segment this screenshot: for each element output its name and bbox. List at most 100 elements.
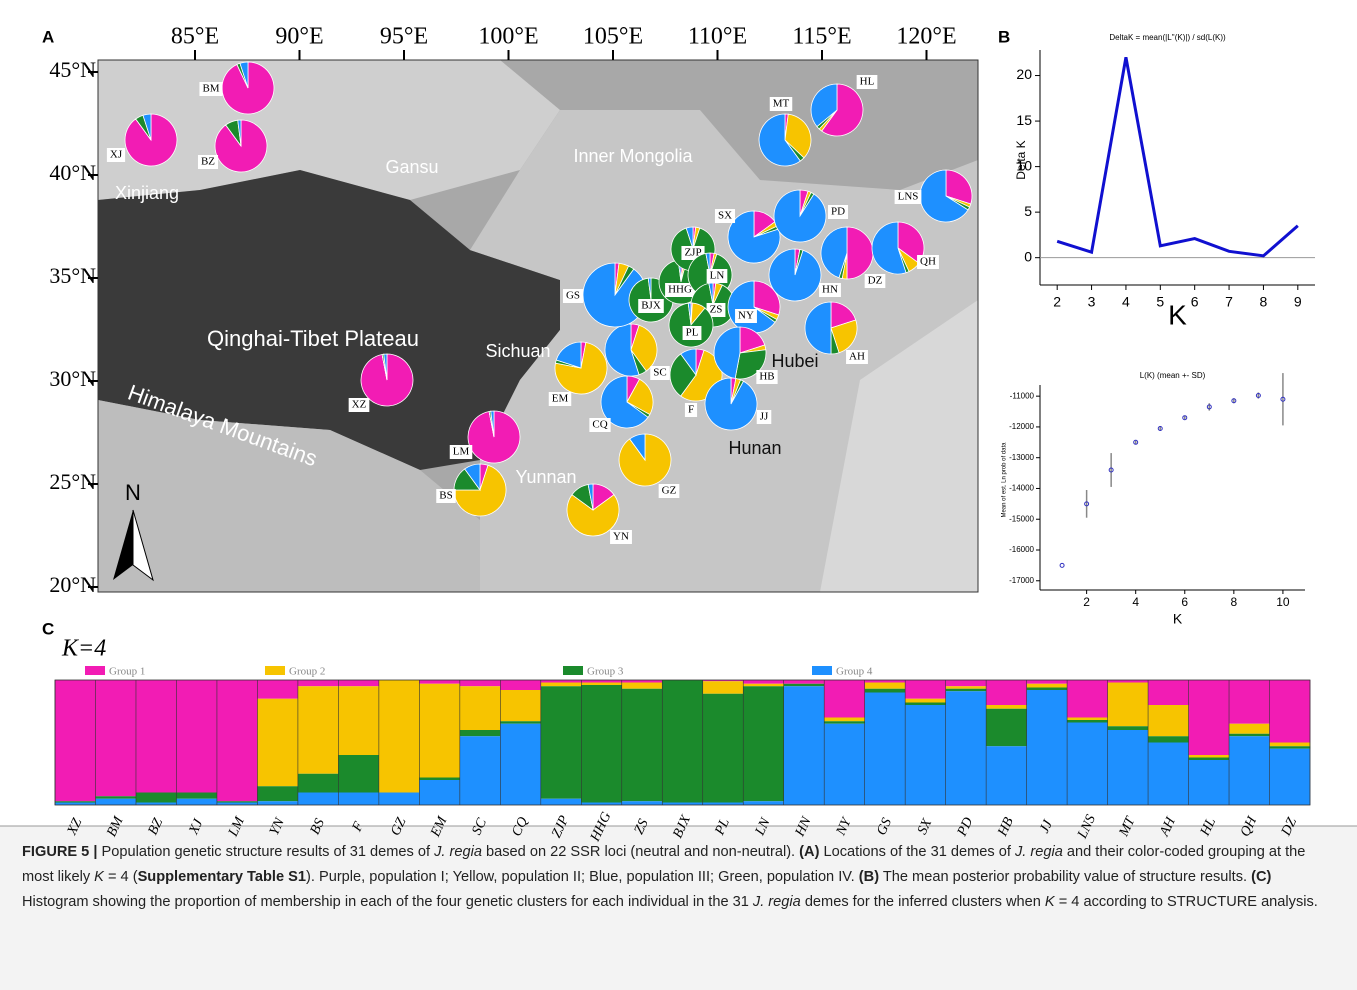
membership-bar [1148,705,1189,736]
membership-bar [622,683,663,689]
caption-text: = 4 ( [104,869,138,885]
membership-bar [743,801,784,805]
membership-bar [1270,749,1311,805]
membership-bar [1229,680,1270,724]
mean-point [1060,563,1064,567]
pie-label: HHG [668,284,692,296]
membership-bar [986,680,1027,705]
membership-bar [1189,755,1230,758]
membership-bar [1229,734,1270,737]
x-tick-label: 2 [1083,595,1090,609]
x-tick-label: 4 [1122,294,1130,310]
membership-bar [460,680,501,686]
region-label: Hubei [771,351,818,371]
membership-bar [743,684,784,687]
membership-bar [986,709,1027,747]
pie-label: BJX [641,300,661,312]
membership-bar [1067,680,1108,718]
pie-label: BM [202,83,219,95]
pie-label: PL [686,327,699,339]
membership-bar [703,681,744,694]
latitude-label: 35°N [49,263,96,288]
pie-label: EM [552,393,569,405]
caption-text: Population genetic structure results of … [97,844,434,860]
pie-label: HL [860,76,875,88]
membership-bar [1067,723,1108,806]
x-tick-label: 2 [1053,294,1061,310]
membership-bar [905,680,946,699]
membership-bar [1189,758,1230,761]
membership-bar [95,796,136,799]
membership-bar [1027,680,1068,684]
legend-label: Group 2 [289,666,325,678]
y-tick-label: -16000 [1009,545,1034,554]
x-tick-label: 9 [1294,294,1302,310]
caption: FIGURE 5 | Population genetic structure … [22,840,1337,915]
caption-text: Supplementary Table S1 [138,869,306,885]
region-label: Sichuan [485,341,550,361]
membership-bar [176,680,217,793]
membership-bar [581,683,622,686]
y-tick-label: -12000 [1009,422,1034,431]
membership-bar [1108,730,1149,805]
membership-bar [257,786,298,801]
region-label: Gansu [385,157,438,177]
pie-label: HN [822,284,838,296]
y-tick-label: -14000 [1009,484,1034,493]
x-tick-label: 4 [1132,595,1139,609]
pie-label: SX [718,210,732,222]
membership-bar [298,793,339,806]
membership-bar [298,680,339,686]
membership-bar [500,724,541,805]
caption-text: ). Purple, population I; Yellow, populat… [306,869,859,885]
pie-label: LN [710,270,725,282]
membership-bar [419,780,460,805]
north-label: N [125,480,141,505]
pie-label: QH [920,256,936,268]
membership-bar [986,705,1027,709]
membership-bar [217,680,258,801]
y-tick-label: -11000 [1010,391,1035,400]
membership-bar [338,755,379,793]
y-axis-label: Mean of est. Ln prob of data [1002,442,1008,518]
membership-bar [784,686,825,805]
caption-text: (A) [799,844,819,860]
x-tick-label: 3 [1088,294,1096,310]
region-label: Inner Mongolia [573,146,693,166]
membership-bar [703,694,744,803]
y-tick-label: -15000 [1009,514,1034,523]
membership-bar [1067,718,1108,721]
region-label: Xinjiang [115,183,179,203]
longitude-label: 85°E [171,24,219,50]
latitude-label: 40°N [49,160,96,185]
pie-label: GZ [662,485,677,497]
y-tick-label: 5 [1024,203,1032,219]
longitude-label: 100°E [478,24,538,50]
x-tick-label: 8 [1260,294,1268,310]
membership-bar [298,774,339,793]
pie-slice [769,249,821,301]
membership-bar [338,680,379,686]
membership-bar [500,721,541,724]
chart-title: DeltaK = mean(|L''(K)|) / sd(L(K)) [1109,33,1226,42]
membership-bar [95,680,136,796]
delta-k-line [1057,57,1298,256]
membership-bar [1067,720,1108,723]
longitude-label: 95°E [380,24,428,50]
membership-bar [1148,680,1189,705]
pie-label: LM [453,446,470,458]
caption-text: Histogram showing the proportion of memb… [22,894,753,910]
legend-swatch [265,666,285,675]
membership-bar [1108,726,1149,730]
membership-bar [784,684,825,687]
membership-bar [824,721,865,724]
membership-bar [541,799,582,805]
pie-slice [705,378,757,430]
longitude-label: 115°E [792,24,851,50]
region-label: Hunan [728,438,781,458]
membership-bar [784,680,825,684]
legend-swatch [85,666,105,675]
membership-bar [136,680,177,793]
y-tick-label: -13000 [1009,453,1034,462]
membership-bar [622,689,663,802]
